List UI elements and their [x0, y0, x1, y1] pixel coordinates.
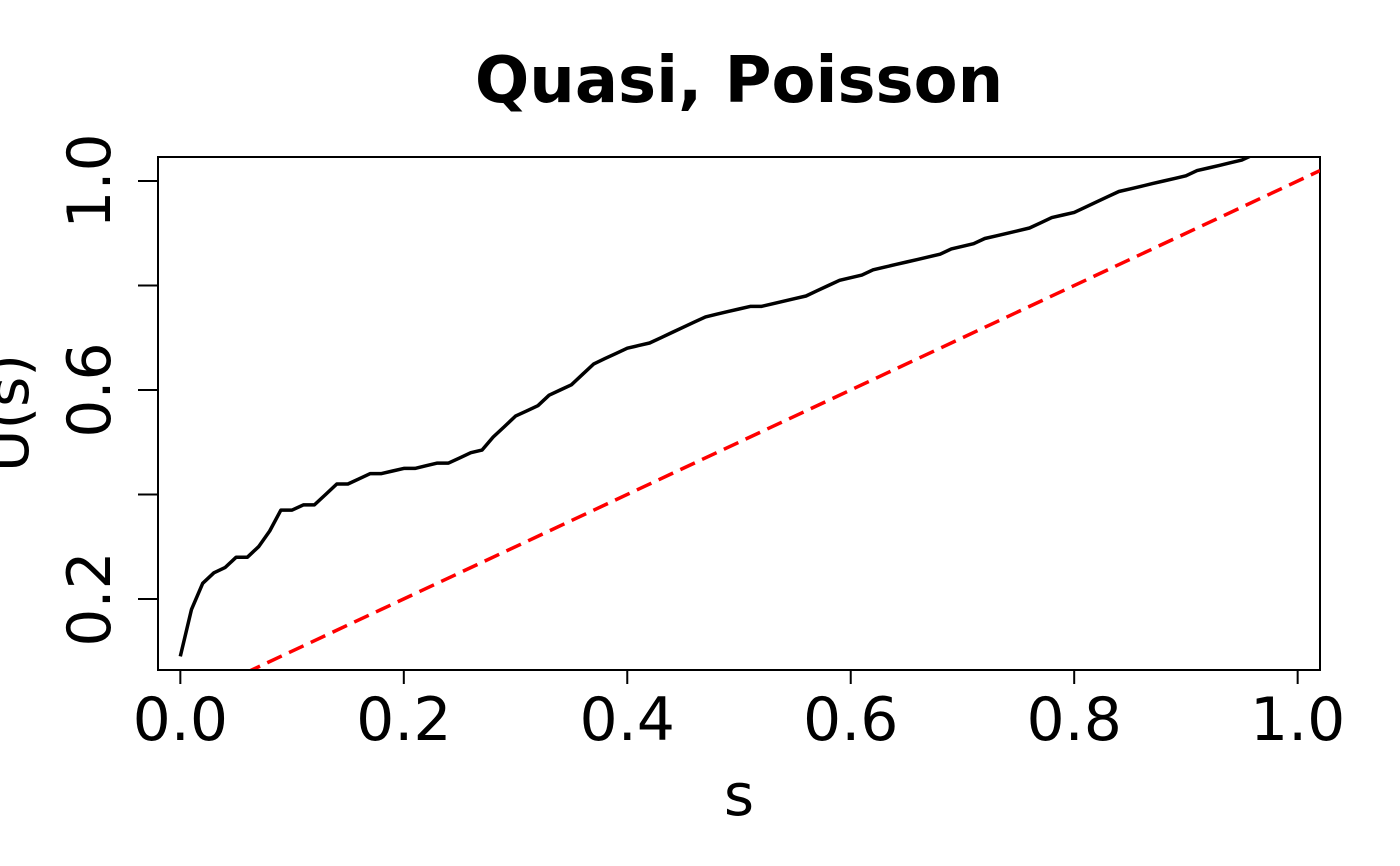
chart-title: Quasi, Poisson	[475, 44, 1003, 118]
y-tick-label: 0.6	[55, 342, 125, 437]
x-tick-label: 0.4	[580, 685, 675, 755]
y-tick-label: 0.2	[55, 551, 125, 646]
plot-frame	[157, 156, 1321, 671]
y-axis: 0.2 0.6 1.0	[55, 133, 159, 647]
x-axis-label: s	[724, 761, 754, 829]
y-axis-label: U(s)	[0, 354, 42, 472]
x-tick-label: 1.0	[1250, 685, 1345, 755]
plot-area	[178, 157, 1320, 670]
x-axis: 0.0 0.2 0.4 0.6 0.8 1.0	[133, 669, 1345, 755]
reference-line-dashed-1	[247, 169, 1320, 670]
estimate-line-0	[178, 157, 1253, 657]
x-tick-label: 0.2	[356, 685, 451, 755]
x-tick-label: 0.0	[133, 685, 228, 755]
y-tick-label: 1.0	[55, 133, 125, 228]
x-tick-label: 0.6	[803, 685, 898, 755]
x-tick-label: 0.8	[1026, 685, 1121, 755]
